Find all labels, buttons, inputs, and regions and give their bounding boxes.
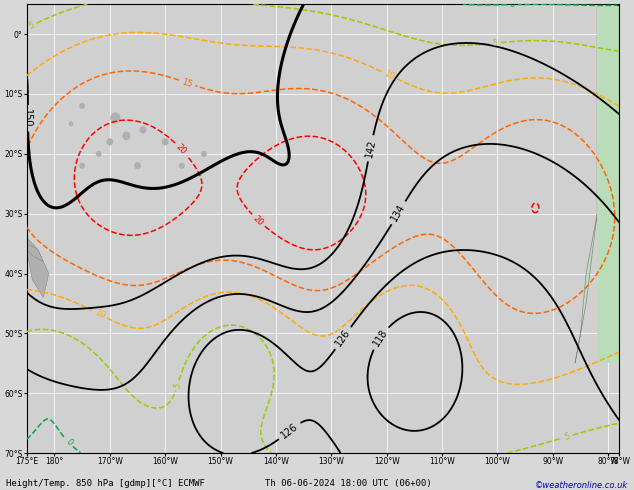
- Circle shape: [107, 139, 113, 145]
- Text: 20: 20: [174, 142, 188, 156]
- Text: 142: 142: [364, 138, 377, 158]
- Text: Height/Temp. 850 hPa [gdmp][°C] ECMWF: Height/Temp. 850 hPa [gdmp][°C] ECMWF: [6, 479, 205, 488]
- Text: 5: 5: [172, 382, 183, 390]
- Polygon shape: [27, 238, 49, 297]
- Text: 15: 15: [181, 77, 193, 89]
- Text: 118: 118: [371, 327, 389, 348]
- Text: 20: 20: [252, 214, 265, 227]
- Polygon shape: [27, 244, 43, 262]
- Circle shape: [140, 127, 146, 133]
- Text: 0: 0: [64, 438, 74, 447]
- Text: 126: 126: [333, 328, 353, 348]
- Circle shape: [80, 163, 84, 168]
- Text: 10: 10: [382, 69, 396, 81]
- Circle shape: [111, 113, 120, 122]
- Circle shape: [179, 163, 184, 168]
- Text: 5: 5: [27, 21, 36, 31]
- Circle shape: [80, 103, 84, 108]
- Text: 134: 134: [389, 202, 408, 223]
- Text: Th 06-06-2024 18:00 UTC (06+00): Th 06-06-2024 18:00 UTC (06+00): [266, 479, 432, 488]
- Circle shape: [134, 163, 140, 169]
- Text: 5: 5: [491, 38, 498, 48]
- Text: 5: 5: [564, 432, 571, 441]
- Text: 150: 150: [22, 109, 32, 127]
- Text: 0: 0: [510, 0, 515, 9]
- Text: ©weatheronline.co.uk: ©weatheronline.co.uk: [534, 481, 628, 490]
- Circle shape: [96, 151, 101, 156]
- Circle shape: [162, 139, 168, 145]
- Polygon shape: [597, 4, 619, 363]
- Polygon shape: [575, 4, 619, 363]
- Text: 126: 126: [279, 421, 300, 441]
- Circle shape: [123, 132, 130, 140]
- Circle shape: [202, 151, 206, 156]
- Text: 10: 10: [93, 308, 107, 320]
- Circle shape: [69, 122, 73, 125]
